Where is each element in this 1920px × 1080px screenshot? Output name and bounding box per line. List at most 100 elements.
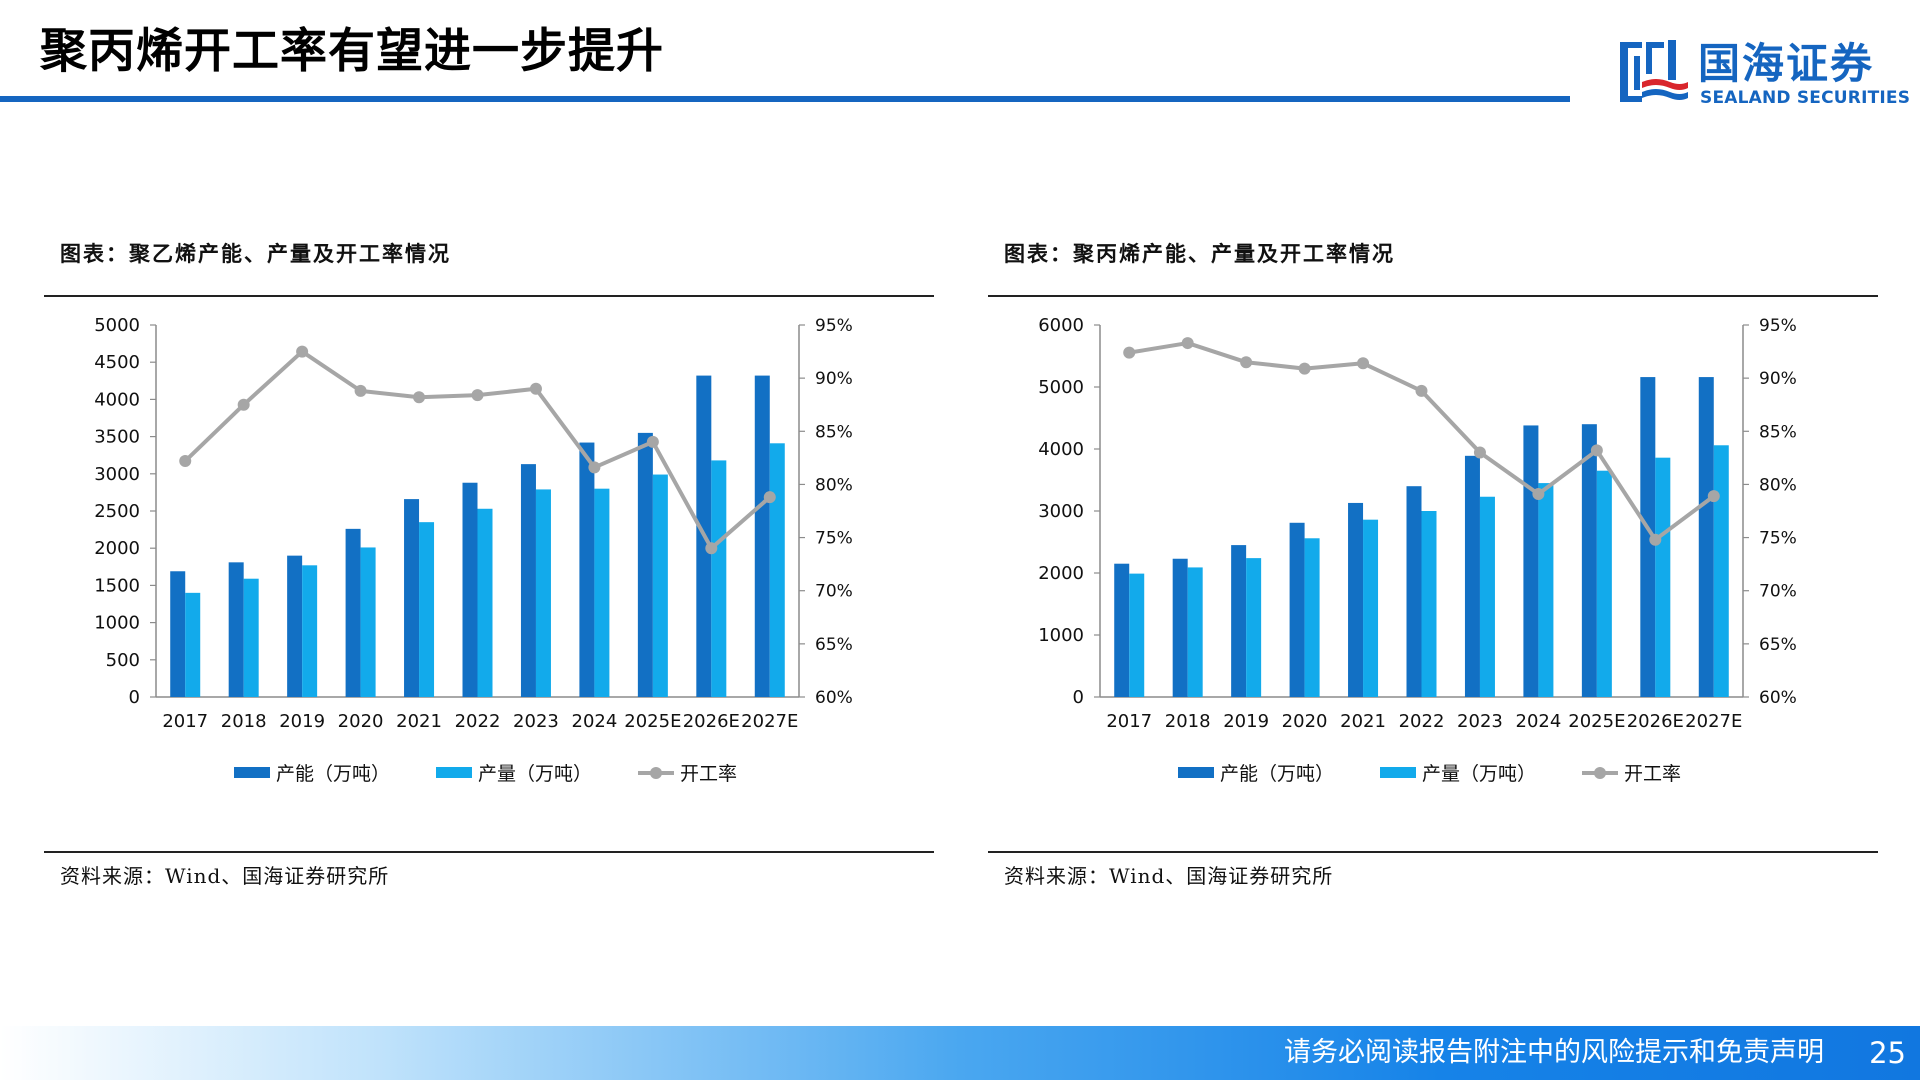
output-bar [419, 522, 435, 697]
chart-panel-polyethylene: 图表：聚乙烯产能、产量及开工率情况 0 500 1000 1500 2000 2500 30… [44, 230, 934, 890]
x-tick-label: 2018 [221, 711, 267, 732]
x-tick-label: 2019 [279, 711, 325, 732]
y-left-tick-label: 4000 [94, 389, 140, 410]
legend-capacity-label: 产能（万吨） [1220, 763, 1334, 785]
legend-capacity-label: 产能（万吨） [276, 763, 390, 785]
x-tick-label: 2017 [162, 711, 208, 732]
y-left-tick-label: 2500 [94, 501, 140, 522]
y-left-tick-label: 2000 [1038, 563, 1084, 584]
y-left-tick-label: 0 [1073, 687, 1084, 708]
output-bar [1596, 470, 1612, 697]
utilization-rate-point [1707, 490, 1720, 503]
legend-output-label: 产量（万吨） [478, 763, 592, 785]
y-left-tick-label: 5000 [94, 315, 140, 336]
y-right-tick-label: 70% [815, 582, 853, 602]
y-right-tick-label: 60% [1759, 688, 1797, 708]
y-left-tick-label: 3000 [94, 464, 140, 485]
y-left-tick-label: 1500 [94, 575, 140, 596]
capacity-bar [228, 562, 244, 697]
y-left-tick-label: 500 [106, 650, 140, 671]
x-tick-label: 2027E [1685, 711, 1742, 732]
output-bar [1538, 483, 1554, 697]
chart-title: 图表：聚丙烯产能、产量及开工率情况 [1004, 241, 1395, 266]
company-logo: 国海证券 SEALAND SECURITIES [1612, 34, 1910, 110]
legend-rate-label: 开工率 [680, 763, 737, 785]
chart-panel-polypropylene: 图表：聚丙烯产能、产量及开工率情况 0 1000 2000 3000 4000 5000 6… [988, 230, 1878, 890]
title-rule [0, 96, 1570, 102]
utilization-rate-point [471, 389, 484, 402]
capacity-bar [404, 499, 420, 697]
legend-output-swatch [1380, 767, 1416, 778]
utilization-rate-point [354, 384, 367, 397]
polypropylene-chart: 0 1000 2000 3000 4000 5000 6000 60% 65% 70% 75% 80%… [1038, 315, 1797, 785]
utilization-rate-point [646, 435, 659, 448]
legend-capacity-swatch [234, 767, 270, 778]
x-tick-label: 2019 [1223, 711, 1269, 732]
x-tick-label: 2025E [624, 711, 681, 732]
legend-rate-marker [1594, 767, 1606, 779]
capacity-bar [1348, 502, 1364, 697]
utilization-rate-point [763, 491, 776, 504]
chart-title: 图表：聚乙烯产能、产量及开工率情况 [60, 241, 451, 266]
output-bar [535, 489, 551, 697]
capacity-bar [1581, 424, 1597, 697]
page-number: 25 [1869, 1036, 1906, 1070]
utilization-rate-point [179, 455, 192, 468]
legend-output-swatch [436, 767, 472, 778]
x-tick-label: 2023 [1457, 711, 1503, 732]
utilization-rate-point [296, 345, 309, 358]
capacity-bar [1172, 558, 1188, 697]
y-right-tick-label: 60% [815, 688, 853, 708]
x-tick-label: 2020 [1282, 711, 1328, 732]
output-bar [594, 488, 610, 697]
y-right-tick-label: 80% [1759, 475, 1797, 495]
utilization-rate-point [705, 542, 718, 555]
legend-output-label: 产量（万吨） [1422, 763, 1536, 785]
output-bar [1713, 445, 1729, 697]
source-note: 资料来源：Wind、国海证券研究所 [1004, 864, 1334, 888]
y-left-tick-label: 4500 [94, 352, 140, 373]
panel-rule-bottom [988, 851, 1878, 853]
y-left-tick-label: 3500 [94, 427, 140, 448]
capacity-bar [1231, 545, 1247, 697]
source-note: 资料来源：Wind、国海证券研究所 [60, 864, 390, 888]
utilization-rate-point [588, 461, 601, 474]
x-tick-label: 2018 [1165, 711, 1211, 732]
legend-rate-marker [650, 767, 662, 779]
y-right-tick-label: 65% [815, 635, 853, 655]
y-left-tick-label: 5000 [1038, 377, 1084, 398]
y-left-tick-label: 3000 [1038, 501, 1084, 522]
y-right-tick-label: 95% [1759, 316, 1797, 336]
output-bar [652, 474, 668, 697]
output-bar [1655, 457, 1671, 697]
output-bar [1246, 558, 1262, 697]
x-tick-label: 2024 [1516, 711, 1562, 732]
capacity-bar [170, 571, 186, 697]
capacity-bar [1698, 377, 1714, 697]
logo-name-cn: 国海证券 [1698, 39, 1875, 88]
capacity-bar [462, 482, 478, 697]
output-bar [477, 508, 493, 697]
x-tick-label: 2020 [338, 711, 384, 732]
output-bar [1363, 519, 1379, 697]
slide-title: 聚丙烯开工率有望进一步提升 [40, 24, 664, 79]
utilization-rate-point [1240, 356, 1253, 369]
utilization-rate-point [1123, 346, 1136, 359]
utilization-rate-point [1532, 487, 1545, 500]
capacity-bar [1114, 563, 1130, 697]
y-left-tick-label: 1000 [1038, 625, 1084, 646]
capacity-bar [1464, 455, 1480, 697]
output-bar [711, 460, 727, 697]
legend-capacity-swatch [1178, 767, 1214, 778]
utilization-rate-point [237, 398, 250, 411]
logo-name-en: SEALAND SECURITIES [1700, 88, 1911, 108]
x-tick-label: 2023 [513, 711, 559, 732]
y-right-tick-label: 70% [1759, 582, 1797, 602]
x-tick-label: 2022 [455, 711, 501, 732]
capacity-bar [520, 464, 536, 697]
x-tick-label: 2026E [1627, 711, 1684, 732]
utilization-rate-point [1181, 337, 1194, 350]
y-right-tick-label: 90% [815, 369, 853, 389]
y-right-tick-label: 85% [1759, 422, 1797, 442]
utilization-rate-point [1473, 446, 1486, 459]
